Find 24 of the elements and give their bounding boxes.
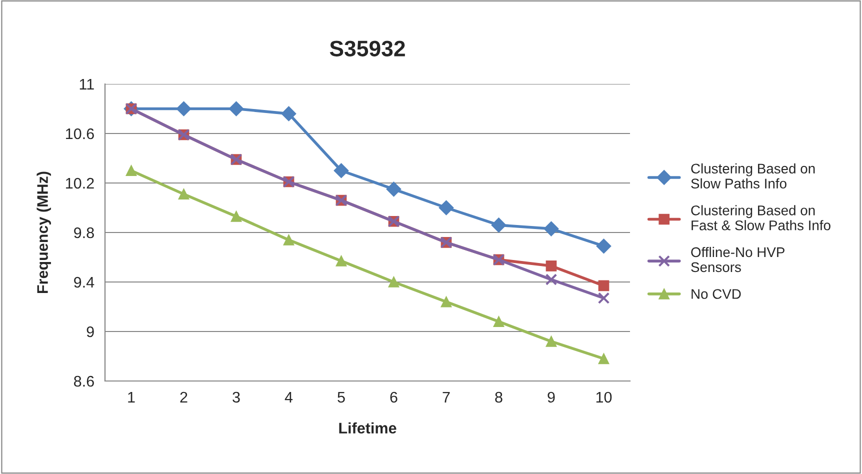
x-tick-label: 4 [284, 392, 293, 402]
legend-label: No CVD [692, 289, 741, 299]
legend-label: Clustering Based on Slow Paths Info [691, 163, 815, 188]
y-axis-title: Frequency (MHz) [36, 172, 51, 294]
y-tick-label: 9.4 [74, 276, 94, 288]
x-axis-title: Lifetime [339, 422, 396, 434]
x-tick-label: 9 [548, 392, 555, 403]
y-tick-label: 9.8 [74, 227, 94, 238]
y-tick-label: 10.6 [66, 128, 94, 140]
x-tick-label: 5 [338, 392, 345, 403]
x-tick-label: 1 [128, 392, 135, 402]
y-tick-label: 10.2 [66, 178, 94, 189]
y-tick-label: 11 [80, 79, 94, 90]
chart-title: S35932 [330, 40, 405, 56]
legend-label: Offline-No HVP Sensors [691, 246, 784, 272]
x-tick-label: 6 [390, 392, 398, 403]
x-tick-label: 2 [180, 392, 188, 402]
y-tick-label: 9 [86, 326, 94, 338]
legend-label: Clustering Based on Fast & Slow Paths Info [691, 205, 830, 230]
x-tick-label: 3 [232, 392, 240, 403]
x-tick-label: 7 [442, 392, 450, 402]
y-tick-label: 8.6 [74, 376, 94, 387]
x-tick-label: 10 [596, 392, 612, 403]
x-tick-label: 8 [495, 392, 502, 403]
